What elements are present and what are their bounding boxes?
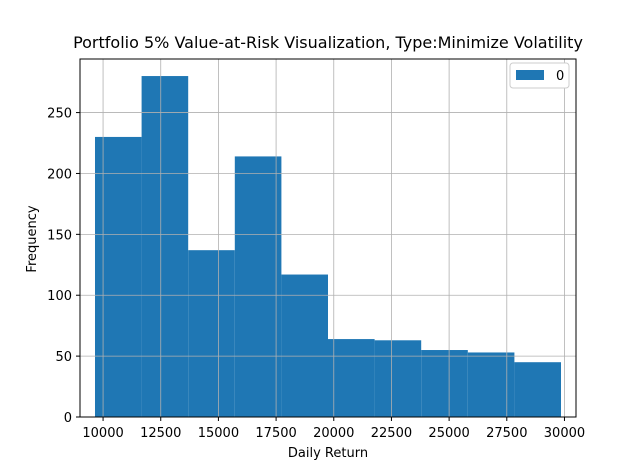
x-tick-label: 27500 [486, 426, 527, 441]
legend: 0 [509, 62, 570, 89]
histogram-bar [234, 156, 282, 417]
histogram-bar [188, 250, 235, 417]
x-tick-label: 12500 [140, 426, 181, 441]
legend-label: 0 [556, 69, 564, 84]
x-tick-label: 15000 [198, 426, 239, 441]
x-tick-label: 17500 [255, 426, 296, 441]
y-tick-label: 50 [55, 350, 72, 365]
x-tick-label: 10000 [82, 426, 123, 441]
histogram-bar [514, 362, 562, 417]
x-tick-label: 25000 [428, 426, 469, 441]
x-tick-label: 30000 [544, 426, 585, 441]
histogram-bar [94, 136, 142, 417]
histogram-bar [141, 76, 189, 418]
y-tick-label: 0 [64, 411, 72, 426]
y-tick-label: 100 [47, 289, 72, 304]
grid [80, 59, 576, 418]
x-tick-label: 20000 [313, 426, 354, 441]
histogram-bar [374, 340, 422, 417]
chart-title: Portfolio 5% Value-at-Risk Visualization… [73, 33, 583, 52]
bars [94, 76, 562, 418]
histogram-bar [421, 350, 468, 417]
histogram-bar [467, 352, 515, 417]
x-axis-ticks: 10000 12500 15000 17500 20000 22500 25000 27500… [82, 417, 585, 441]
histogram-bar [281, 274, 328, 417]
x-axis-label: Daily Return [288, 446, 368, 461]
y-tick-label: 150 [47, 228, 72, 243]
x-tick-label: 22500 [371, 426, 412, 441]
y-tick-label: 200 [47, 167, 72, 182]
histogram-bar [328, 339, 375, 417]
y-axis-label: Frequency [25, 205, 40, 272]
plot-frame [79, 58, 577, 418]
legend-swatch [516, 70, 544, 80]
y-axis-ticks: 0 50 100 150 200 250 [47, 107, 80, 426]
y-tick-label: 250 [47, 107, 72, 122]
